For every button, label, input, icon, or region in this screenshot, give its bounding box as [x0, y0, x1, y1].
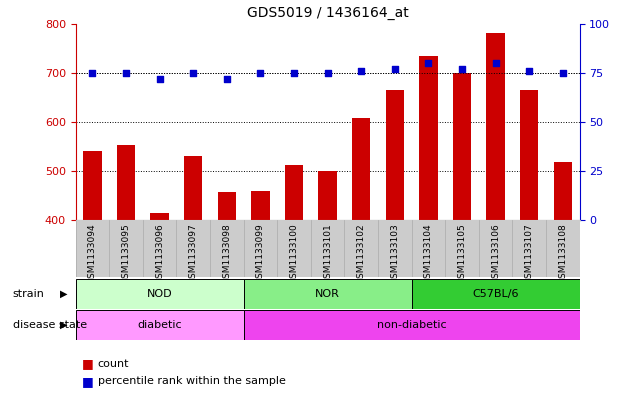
Title: GDS5019 / 1436164_at: GDS5019 / 1436164_at	[247, 6, 408, 20]
Bar	[184, 156, 202, 220]
Text: non-diabetic: non-diabetic	[377, 320, 447, 330]
Text: GSM1133096: GSM1133096	[155, 223, 164, 284]
Text: percentile rank within the sample: percentile rank within the sample	[98, 376, 285, 386]
Bar	[352, 118, 370, 220]
Text: GSM1133104: GSM1133104	[424, 223, 433, 284]
Text: GSM1133105: GSM1133105	[457, 223, 466, 284]
Bar	[386, 90, 404, 220]
Bar	[244, 310, 580, 340]
Point	[188, 70, 198, 76]
Point	[323, 70, 333, 76]
Point	[423, 60, 433, 66]
Bar	[285, 165, 303, 220]
Point	[457, 66, 467, 72]
Text: GSM1133103: GSM1133103	[391, 223, 399, 284]
Bar	[453, 73, 471, 220]
Bar	[217, 191, 236, 220]
Text: GSM1133107: GSM1133107	[525, 223, 534, 284]
Bar	[117, 145, 135, 220]
Text: C57BL/6: C57BL/6	[472, 289, 519, 299]
Point	[154, 75, 164, 82]
Bar	[520, 90, 539, 220]
Bar	[151, 213, 169, 220]
Bar	[83, 151, 101, 220]
Point	[222, 75, 232, 82]
Point	[356, 68, 366, 74]
Text: ▶: ▶	[60, 320, 67, 330]
Text: GSM1133100: GSM1133100	[290, 223, 299, 284]
Text: NOR: NOR	[315, 289, 340, 299]
Point	[558, 70, 568, 76]
Bar	[411, 279, 580, 309]
Bar	[76, 310, 244, 340]
Point	[88, 70, 98, 76]
Bar	[251, 191, 270, 220]
Bar	[486, 33, 505, 220]
Bar	[419, 55, 438, 220]
Bar	[554, 162, 572, 220]
Text: GSM1133097: GSM1133097	[189, 223, 198, 284]
Bar	[76, 279, 244, 309]
Text: ▶: ▶	[60, 289, 67, 299]
Text: GSM1133098: GSM1133098	[222, 223, 231, 284]
Text: GSM1133101: GSM1133101	[323, 223, 332, 284]
Text: GSM1133106: GSM1133106	[491, 223, 500, 284]
Text: GSM1133108: GSM1133108	[558, 223, 567, 284]
Bar	[318, 171, 337, 220]
Text: diabetic: diabetic	[137, 320, 182, 330]
Text: strain: strain	[13, 289, 45, 299]
Text: GSM1133099: GSM1133099	[256, 223, 265, 284]
Point	[491, 60, 501, 66]
Text: ■: ■	[82, 357, 94, 370]
Point	[255, 70, 265, 76]
Text: GSM1133094: GSM1133094	[88, 223, 97, 284]
Text: NOD: NOD	[147, 289, 173, 299]
Point	[121, 70, 131, 76]
Text: disease state: disease state	[13, 320, 87, 330]
Point	[524, 68, 534, 74]
Text: GSM1133095: GSM1133095	[122, 223, 130, 284]
Text: count: count	[98, 358, 129, 369]
Point	[289, 70, 299, 76]
Text: ■: ■	[82, 375, 94, 388]
Text: GSM1133102: GSM1133102	[357, 223, 365, 284]
Bar	[244, 279, 411, 309]
Point	[390, 66, 400, 72]
